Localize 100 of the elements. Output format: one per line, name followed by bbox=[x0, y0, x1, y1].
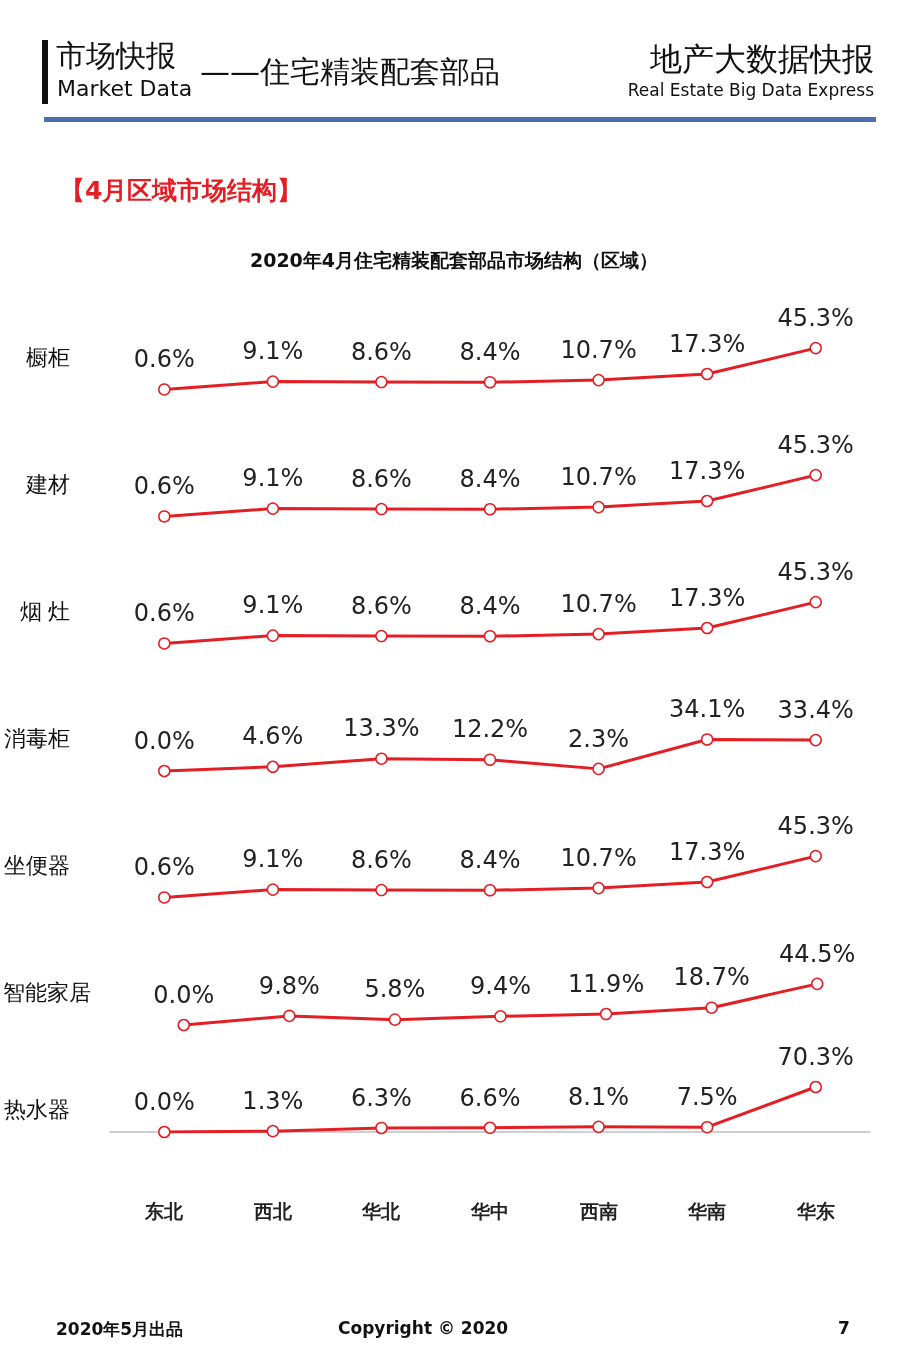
data-label: 17.3% bbox=[669, 837, 746, 866]
data-label: 17.3% bbox=[669, 456, 746, 485]
data-label: 44.5% bbox=[779, 939, 856, 968]
data-label: 8.1% bbox=[568, 1082, 630, 1111]
data-label: 8.6% bbox=[350, 464, 412, 493]
data-label: 45.3% bbox=[777, 430, 854, 459]
data-label: 17.3% bbox=[669, 583, 746, 612]
data-label: 12.2% bbox=[451, 715, 529, 744]
data-label: 1.3% bbox=[242, 1086, 304, 1115]
point bbox=[483, 629, 497, 643]
point bbox=[809, 733, 822, 747]
point bbox=[483, 375, 497, 389]
point bbox=[700, 1120, 714, 1134]
point bbox=[375, 752, 388, 765]
point bbox=[375, 502, 388, 516]
point bbox=[266, 629, 280, 642]
x-tick-label: 华南 bbox=[687, 1201, 727, 1222]
point bbox=[494, 1010, 507, 1023]
point bbox=[809, 468, 822, 482]
point bbox=[375, 883, 388, 897]
y-axis-title: 橱柜 bbox=[26, 345, 70, 370]
x-tick-label: 华东 bbox=[795, 1201, 835, 1222]
data-label: 0.0% bbox=[133, 1087, 195, 1116]
data-label: 8.6% bbox=[350, 845, 412, 874]
data-label: 33.4% bbox=[777, 695, 854, 724]
text: 2020年5月出品 bbox=[56, 1318, 184, 1341]
point bbox=[283, 1009, 296, 1023]
data-label: 10.7% bbox=[560, 335, 637, 364]
point bbox=[158, 510, 171, 523]
point bbox=[810, 977, 824, 991]
data-label: 8.4% bbox=[459, 464, 521, 493]
point bbox=[483, 883, 497, 897]
data-label: 10.7% bbox=[560, 462, 637, 491]
point bbox=[266, 883, 280, 896]
data-label: 8.4% bbox=[459, 591, 521, 620]
data-label: 9.1% bbox=[242, 845, 304, 874]
point bbox=[266, 1124, 280, 1138]
point bbox=[375, 629, 388, 643]
point bbox=[158, 891, 171, 904]
point bbox=[483, 502, 497, 516]
data-label: 9.1% bbox=[242, 464, 304, 493]
point bbox=[700, 875, 714, 889]
x-tick-label: 华中 bbox=[470, 1201, 509, 1222]
point bbox=[483, 1121, 497, 1135]
y-axis-title: 烟 灶 bbox=[19, 599, 70, 624]
data-label: 0.6% bbox=[133, 853, 195, 882]
data-label: 13.3% bbox=[343, 714, 420, 743]
data-label: 5.8% bbox=[364, 975, 426, 1004]
data-label: 0.6% bbox=[133, 472, 195, 501]
y-axis-title: 消毒柜 bbox=[4, 726, 70, 751]
data-label: 7.5% bbox=[676, 1082, 738, 1111]
x-tick-label: 华北 bbox=[361, 1201, 402, 1222]
data-label: 8.4% bbox=[459, 337, 521, 366]
data-label: 8.6% bbox=[350, 591, 412, 620]
data-label: 45.3% bbox=[777, 303, 854, 332]
data-label: 8.4% bbox=[459, 845, 521, 874]
point bbox=[700, 733, 714, 746]
x-tick-label: 西北 bbox=[252, 1201, 293, 1222]
text: 【4月区域市场结构】 bbox=[60, 175, 303, 207]
point bbox=[592, 373, 605, 387]
point bbox=[700, 367, 714, 381]
y-axis-title: 热水器 bbox=[4, 1097, 70, 1122]
point bbox=[158, 637, 171, 650]
point bbox=[809, 849, 822, 863]
text: 地产大数据快报 bbox=[650, 40, 874, 78]
data-label: 17.3% bbox=[669, 329, 746, 358]
data-label: 2.3% bbox=[568, 724, 630, 753]
point bbox=[375, 375, 388, 389]
data-label: 6.3% bbox=[350, 1083, 412, 1112]
text: Copyright © 2020 bbox=[338, 1318, 509, 1338]
point bbox=[592, 762, 605, 776]
data-label: 0.0% bbox=[133, 726, 195, 755]
data-label: 11.9% bbox=[567, 969, 645, 998]
point bbox=[158, 1125, 171, 1139]
point bbox=[158, 383, 171, 396]
data-label: 10.7% bbox=[560, 589, 637, 618]
data-label: 45.3% bbox=[777, 811, 854, 840]
point bbox=[809, 1080, 822, 1094]
x-tick-label: 东北 bbox=[144, 1201, 185, 1222]
point bbox=[483, 753, 497, 766]
point bbox=[700, 621, 714, 635]
point bbox=[700, 494, 714, 508]
chart-title: 2020年4月住宅精装配套部品市场结构（区域） bbox=[248, 248, 660, 273]
point bbox=[592, 500, 605, 514]
x-tick-label: 西南 bbox=[578, 1201, 618, 1222]
point bbox=[388, 1013, 402, 1026]
point bbox=[158, 764, 171, 778]
y-axis-title: 建材 bbox=[25, 472, 70, 497]
data-label: 34.1% bbox=[669, 695, 746, 724]
point bbox=[266, 375, 280, 388]
data-label: 8.6% bbox=[350, 337, 412, 366]
data-label: 9.1% bbox=[242, 337, 304, 366]
text: 市场快报 bbox=[56, 37, 176, 75]
point bbox=[266, 502, 280, 515]
data-label: 0.6% bbox=[133, 599, 195, 628]
data-label: 9.1% bbox=[242, 591, 304, 620]
text: Market Data bbox=[57, 76, 193, 101]
data-label: 6.6% bbox=[459, 1083, 521, 1112]
point bbox=[266, 760, 280, 773]
text: 7 bbox=[838, 1318, 850, 1338]
